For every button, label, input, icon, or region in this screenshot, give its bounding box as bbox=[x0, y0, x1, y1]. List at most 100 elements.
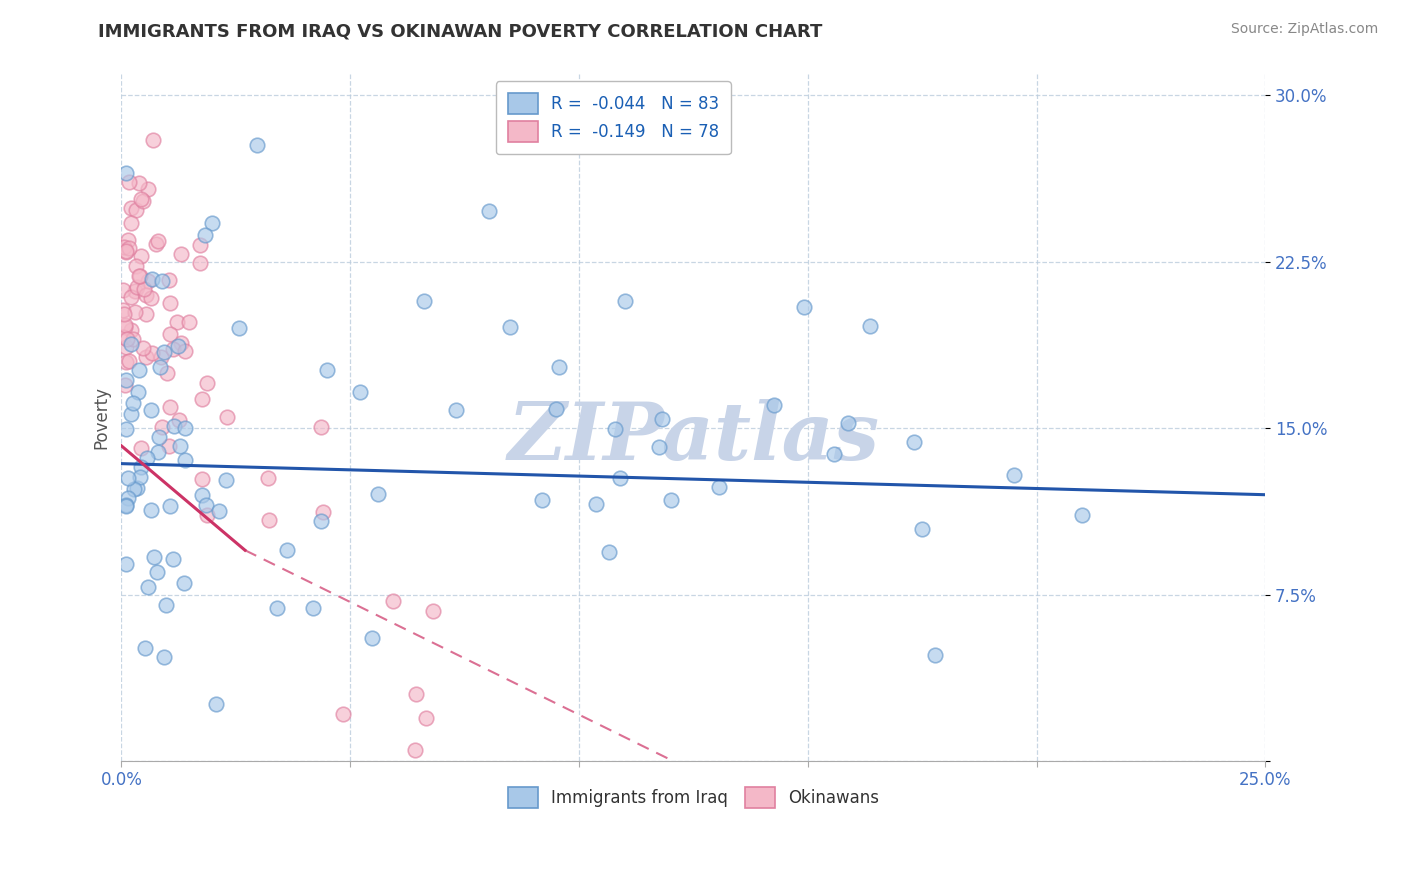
Point bbox=[122, 333, 145, 347]
Point bbox=[112, 303, 135, 318]
Point bbox=[208, 504, 231, 518]
Point bbox=[142, 132, 165, 146]
Point bbox=[548, 359, 571, 374]
Point bbox=[603, 422, 626, 436]
Point bbox=[201, 216, 224, 230]
Point bbox=[153, 345, 176, 359]
Point bbox=[141, 272, 163, 286]
Point bbox=[195, 508, 218, 522]
Point bbox=[177, 315, 200, 329]
Point bbox=[120, 336, 142, 351]
Point bbox=[115, 332, 138, 346]
Point bbox=[613, 293, 636, 308]
Point bbox=[159, 500, 181, 514]
Point bbox=[115, 498, 138, 512]
Point bbox=[132, 341, 155, 355]
Point bbox=[117, 491, 139, 505]
Point bbox=[112, 307, 135, 321]
Point bbox=[195, 498, 218, 512]
Point bbox=[138, 182, 160, 196]
Point bbox=[194, 228, 217, 243]
Point bbox=[150, 420, 173, 434]
Point bbox=[162, 342, 184, 356]
Point bbox=[115, 166, 138, 180]
Point bbox=[135, 307, 157, 321]
Point bbox=[115, 373, 138, 387]
Point bbox=[859, 319, 882, 334]
Point bbox=[169, 247, 191, 261]
Point bbox=[648, 440, 671, 454]
Point bbox=[367, 487, 389, 501]
Point bbox=[585, 497, 607, 511]
Point bbox=[404, 743, 426, 757]
Point bbox=[136, 275, 159, 289]
Point bbox=[162, 552, 184, 566]
Point bbox=[381, 593, 404, 607]
Point bbox=[415, 711, 437, 725]
Point bbox=[122, 482, 145, 496]
Point bbox=[117, 233, 139, 247]
Point bbox=[598, 544, 620, 558]
Point bbox=[191, 488, 214, 502]
Point bbox=[1002, 468, 1025, 483]
Point bbox=[763, 398, 786, 412]
Point bbox=[316, 363, 339, 377]
Point bbox=[309, 419, 332, 434]
Point bbox=[205, 697, 228, 711]
Point bbox=[413, 293, 436, 308]
Point bbox=[823, 447, 845, 461]
Point bbox=[531, 493, 554, 508]
Point bbox=[120, 201, 142, 215]
Point bbox=[120, 216, 142, 230]
Point bbox=[156, 366, 179, 380]
Point bbox=[793, 300, 815, 314]
Point bbox=[707, 479, 730, 493]
Point bbox=[170, 335, 193, 350]
Point bbox=[157, 440, 180, 454]
Point bbox=[141, 403, 163, 417]
Point bbox=[405, 687, 427, 701]
Point bbox=[135, 350, 157, 364]
Point bbox=[228, 321, 250, 335]
Point bbox=[167, 339, 190, 353]
Point bbox=[125, 202, 148, 217]
Point bbox=[360, 631, 382, 645]
Point bbox=[169, 439, 191, 453]
Point bbox=[188, 256, 211, 270]
Point bbox=[118, 354, 141, 368]
Point bbox=[1071, 508, 1094, 522]
Point bbox=[174, 344, 197, 359]
Point bbox=[132, 282, 155, 296]
Point bbox=[139, 503, 162, 517]
Point bbox=[124, 284, 146, 298]
Text: ZIPatlas: ZIPatlas bbox=[508, 399, 880, 476]
Point bbox=[837, 416, 859, 430]
Point bbox=[903, 435, 925, 450]
Point bbox=[174, 421, 197, 435]
Point bbox=[215, 409, 238, 424]
Point bbox=[191, 392, 214, 406]
Point bbox=[159, 327, 181, 342]
Point bbox=[115, 422, 138, 436]
Point bbox=[659, 493, 682, 508]
Point bbox=[499, 320, 522, 334]
Point bbox=[190, 472, 212, 486]
Point bbox=[125, 481, 148, 495]
Point bbox=[246, 138, 269, 153]
Point bbox=[163, 418, 186, 433]
Point bbox=[349, 385, 371, 400]
Point bbox=[114, 244, 136, 258]
Point bbox=[128, 268, 150, 283]
Point bbox=[157, 273, 180, 287]
Point bbox=[117, 471, 139, 485]
Point bbox=[128, 176, 150, 190]
Point bbox=[115, 355, 138, 369]
Point bbox=[129, 441, 152, 455]
Point bbox=[125, 280, 148, 294]
Point bbox=[146, 565, 169, 579]
Point bbox=[131, 249, 153, 263]
Point bbox=[120, 407, 142, 421]
Point bbox=[301, 600, 323, 615]
Point bbox=[120, 290, 142, 304]
Point bbox=[129, 193, 152, 207]
